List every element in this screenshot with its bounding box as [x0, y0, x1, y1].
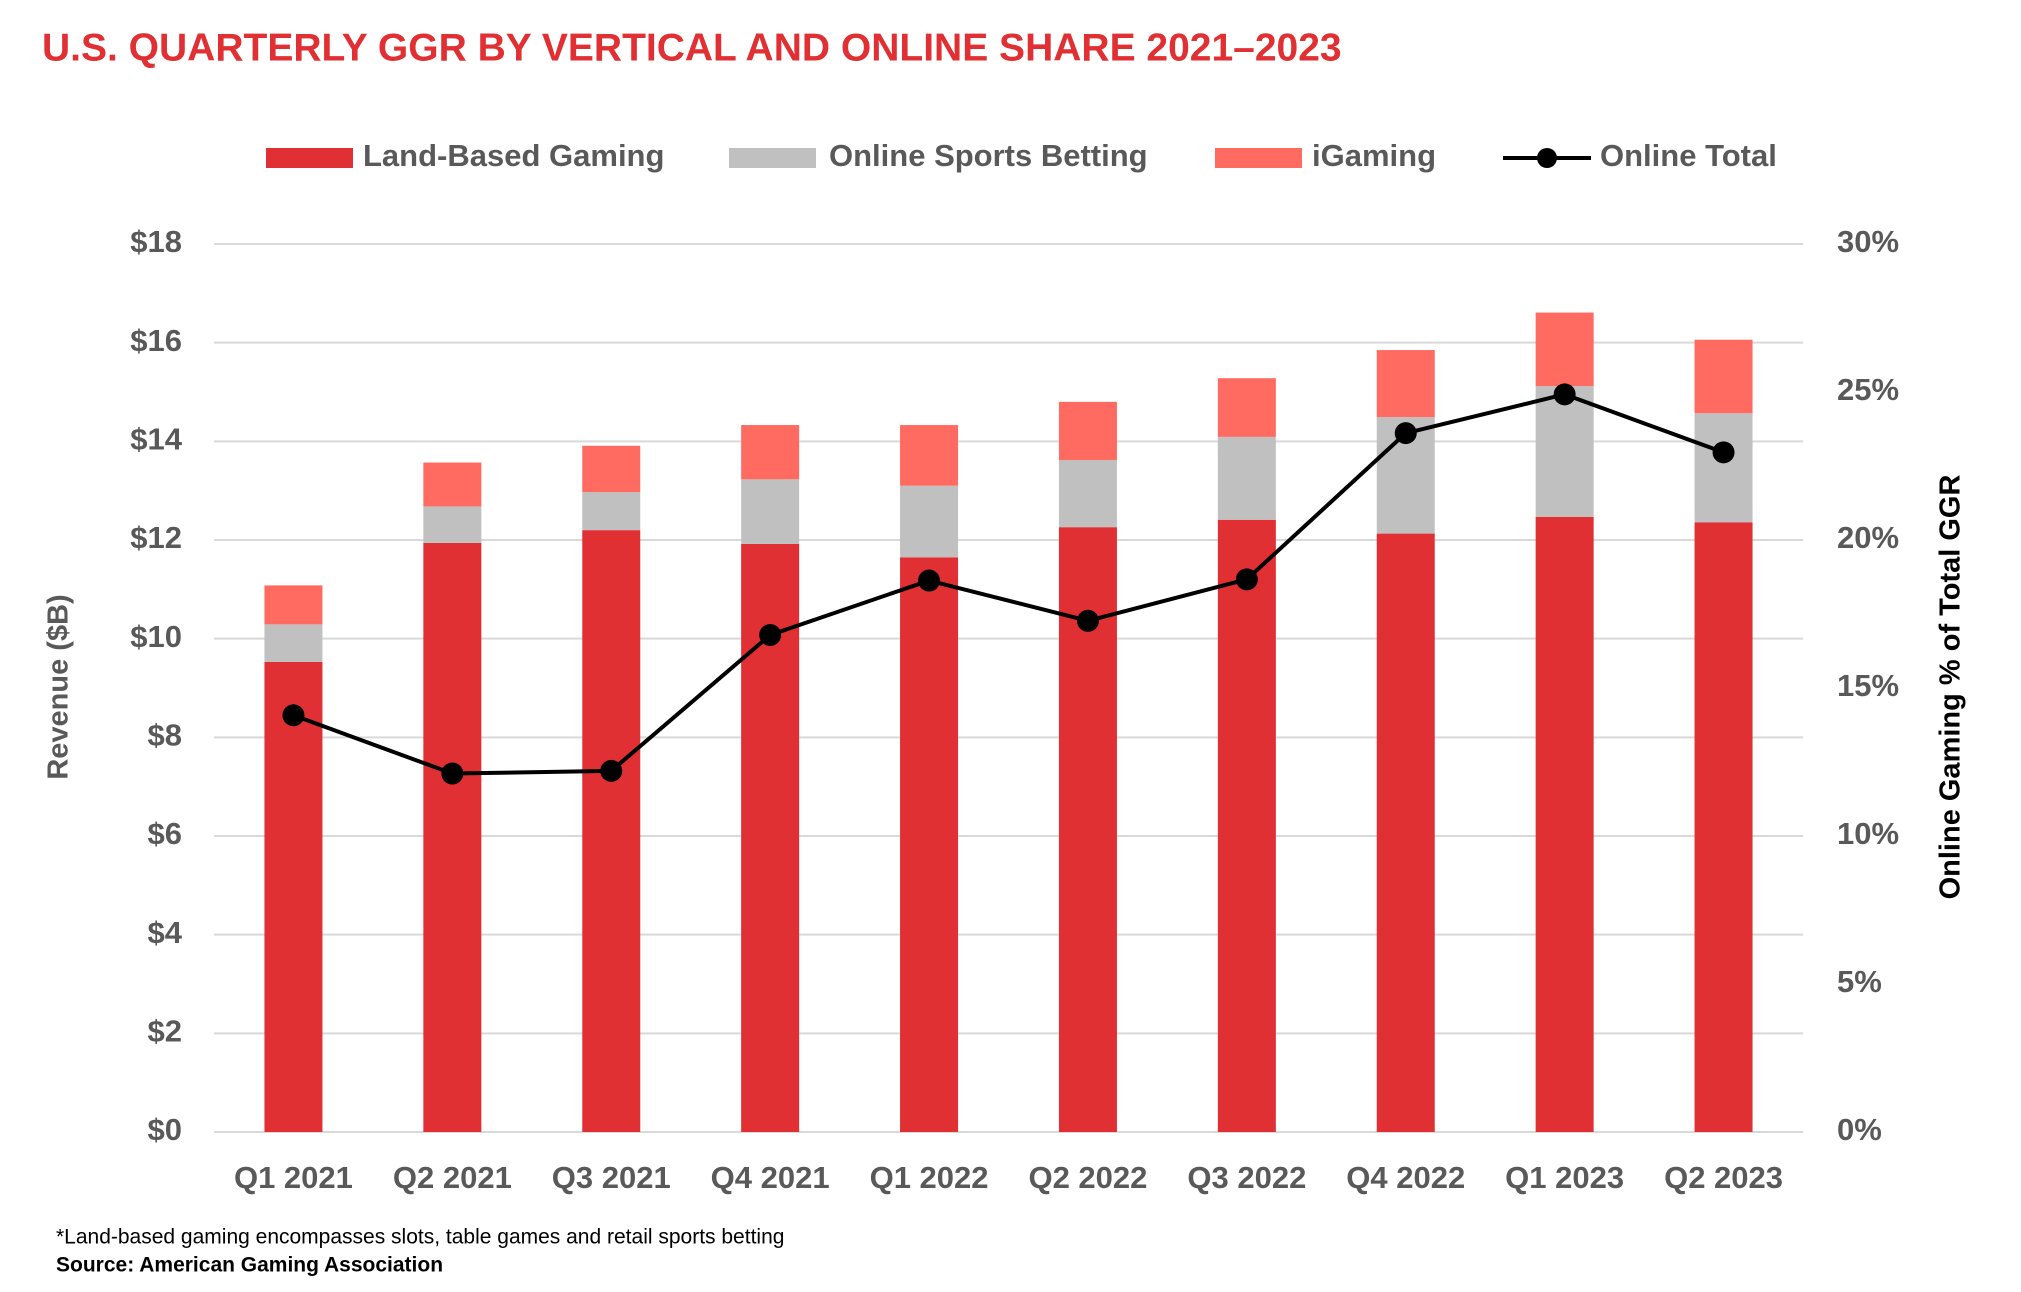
- bar-segment: [741, 425, 800, 480]
- x-tick-label: Q2 2023: [1664, 1160, 1783, 1195]
- chart-title: U.S. QUARTERLY GGR BY VERTICAL AND ONLIN…: [42, 26, 1342, 69]
- y-tick-label: $8: [148, 718, 182, 753]
- x-tick-label: Q2 2022: [1028, 1160, 1147, 1195]
- legend-swatch: [729, 148, 816, 168]
- y-tick-label: $0: [148, 1112, 182, 1147]
- y2-tick-label: 5%: [1837, 964, 1882, 999]
- line-point: [1235, 568, 1258, 591]
- bar-segment: [582, 445, 641, 493]
- line-point: [600, 759, 623, 782]
- footnote: *Land-based gaming encompasses slots, ta…: [56, 1226, 784, 1249]
- legend-label: iGaming: [1312, 138, 1436, 173]
- bar-segment: [1058, 460, 1117, 528]
- bar-segment: [900, 485, 959, 558]
- line-point: [759, 624, 782, 647]
- line-point: [918, 569, 941, 592]
- x-tick-label: Q1 2023: [1505, 1160, 1624, 1195]
- line-point: [1394, 422, 1417, 445]
- bar-segment: [582, 492, 641, 531]
- bar-segment: [423, 542, 482, 1132]
- line-point: [1712, 441, 1735, 464]
- legend-swatch: [266, 148, 353, 168]
- legend-marker: [1537, 148, 1557, 168]
- bar-segment: [1694, 339, 1753, 414]
- bar-segment: [1217, 378, 1276, 437]
- legend-label: Land-Based Gaming: [363, 138, 664, 173]
- y-tick-label: $16: [130, 323, 182, 358]
- bar-segment: [582, 530, 641, 1132]
- bar-segment: [1058, 401, 1117, 461]
- line-point: [1076, 609, 1099, 632]
- x-tick-label: Q1 2021: [234, 1160, 353, 1195]
- bar-segment: [264, 661, 323, 1132]
- x-tick-label: Q1 2022: [870, 1160, 989, 1195]
- bar-segment: [900, 557, 959, 1132]
- bar-segment: [900, 425, 959, 486]
- line: [292, 392, 1725, 776]
- x-tick-label: Q3 2021: [552, 1160, 671, 1195]
- source: Source: American Gaming Association: [56, 1254, 443, 1277]
- x-tick-label: Q2 2021: [393, 1160, 512, 1195]
- y2-tick-label: 20%: [1837, 520, 1899, 555]
- bar-segment: [1535, 516, 1594, 1132]
- legend-label: Online Total: [1600, 138, 1777, 173]
- y-tick-label: $18: [130, 224, 182, 259]
- x-tick-label: Q4 2022: [1346, 1160, 1465, 1195]
- x-tick-label: Q3 2022: [1187, 1160, 1306, 1195]
- y2-tick-label: 25%: [1837, 372, 1899, 407]
- y-tick-label: $2: [148, 1014, 182, 1049]
- y2-tick-label: 0%: [1837, 1112, 1882, 1147]
- bar-segment: [1376, 350, 1435, 418]
- bar-segment: [741, 479, 800, 544]
- y-tick-label: $10: [130, 619, 182, 654]
- bar-segment: [1535, 386, 1594, 517]
- bar-segment: [1376, 533, 1435, 1132]
- bar-segment: [264, 624, 323, 662]
- bar-segment: [423, 506, 482, 543]
- bar-segment: [1694, 522, 1753, 1132]
- y-tick-label: $4: [148, 915, 183, 950]
- bar-segment: [1217, 436, 1276, 520]
- legend-label: Online Sports Betting: [829, 138, 1148, 173]
- y-tick-label: $6: [148, 816, 182, 851]
- y-tick-label: $14: [130, 422, 182, 457]
- y2-tick-label: 10%: [1837, 816, 1899, 851]
- line-point: [441, 762, 464, 785]
- y2-tick-label: 30%: [1837, 224, 1899, 259]
- line-point: [282, 704, 305, 727]
- y-tick-label: $12: [130, 520, 182, 555]
- bar-segment: [1535, 312, 1594, 387]
- y2-axis-label: Online Gaming % of Total GGR: [1935, 475, 1967, 900]
- legend-swatch: [1215, 148, 1302, 168]
- y-axis-label: Revenue ($B): [43, 594, 75, 779]
- line-point: [1553, 383, 1576, 406]
- bar-segment: [423, 462, 482, 507]
- y2-tick-label: 15%: [1837, 668, 1899, 703]
- x-tick-label: Q4 2021: [711, 1160, 830, 1195]
- bar-segment: [1694, 413, 1753, 523]
- bar-segment: [1217, 519, 1276, 1132]
- bar-segment: [264, 585, 323, 625]
